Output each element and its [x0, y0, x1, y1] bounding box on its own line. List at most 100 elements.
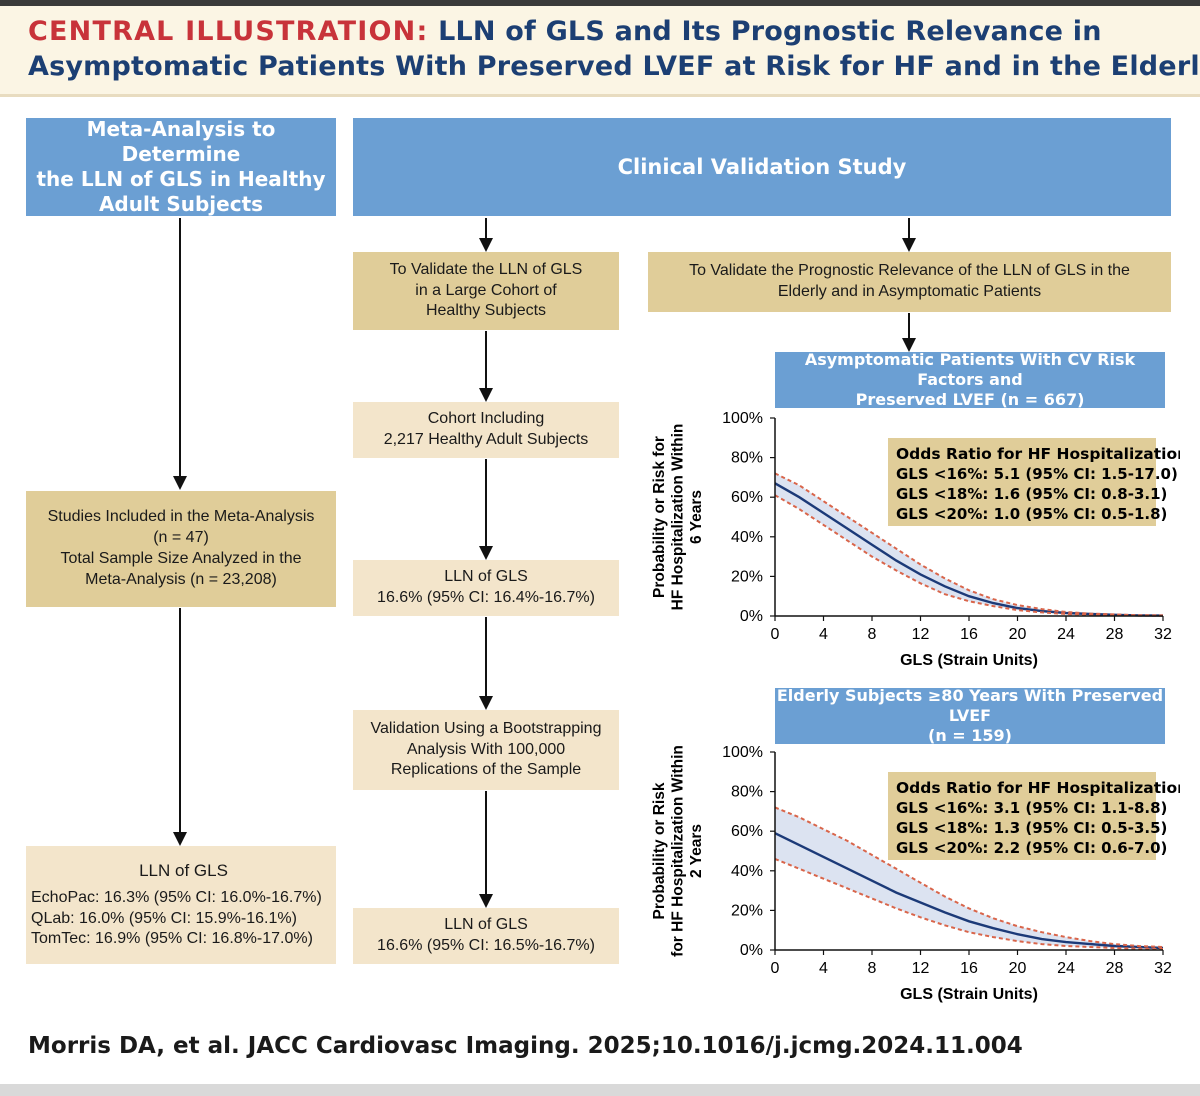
y-axis-label: Probability or Riskfor HF Hospitalizatio… — [651, 745, 705, 957]
title-line-1: CENTRAL ILLUSTRATION: LLN of GLS and Its… — [28, 16, 1102, 47]
x-tick-label: 16 — [960, 960, 978, 977]
y-tick-label: 80% — [731, 450, 763, 467]
prognostic-line: Elderly and in Asymptomatic Patients — [777, 283, 1042, 300]
x-tick-label: 20 — [1009, 960, 1027, 977]
cohort-line: 2,217 Healthy Adult Subjects — [383, 431, 589, 448]
chart2-title-line: (n = 159) — [928, 726, 1012, 745]
x-tick-label: 24 — [1057, 626, 1075, 643]
x-tick-label: 16 — [960, 626, 978, 643]
odds-ratio-box: Odds Ratio for HF Hospitalization GLS <16… — [888, 438, 1180, 526]
cohort-line: Cohort Including — [427, 410, 545, 428]
y-axis-label: Probability or Risk forHF Hospitalizatio… — [651, 424, 705, 611]
bootstrap-line: Replications of the Sample — [390, 761, 582, 779]
prognostic-line: To Validate the Prognostic Relevance of … — [689, 262, 1130, 280]
y-tick-label: 0% — [740, 942, 763, 959]
y-axis-label-line: Probability or Risk for — [651, 436, 668, 598]
odds-ratio-row: GLS <16%: 5.1 (95% CI: 1.5-17.0) — [896, 465, 1178, 483]
meta-title-line: the LLN of GLS in Healthy — [36, 167, 326, 191]
x-tick-label: 28 — [1106, 960, 1124, 977]
chart1-title-box: Asymptomatic Patients With CV Risk Facto… — [775, 350, 1165, 409]
risk-curve — [774, 832, 1164, 950]
odds-ratio-row: GLS <20%: 2.2 (95% CI: 0.6-7.0) — [896, 839, 1167, 857]
chart-asymptomatic: 0 4 8 12 16 20 24 28 32 0% 20% 40% 60% 80% 100% GLS (St… — [651, 410, 1180, 669]
chart1-title-line: Asymptomatic Patients With CV Risk Facto… — [804, 350, 1136, 389]
odds-ratio-bg — [888, 772, 1156, 860]
odds-ratio-title: Odds Ratio for HF Hospitalization — [896, 445, 1180, 463]
top-edge-strip — [0, 0, 1200, 6]
chart1-title-line: Preserved LVEF (n = 667) — [855, 390, 1085, 409]
meta-analysis-header-box: Meta-Analysis to Determine the LLN of GL… — [26, 117, 336, 216]
y-axis-label-line: HF Hospitalization Within — [670, 424, 687, 611]
lln-result-title: LLN of GLS — [444, 916, 528, 934]
odds-ratio-row: GLS <18%: 1.3 (95% CI: 0.5-3.5) — [896, 819, 1167, 837]
upper-ci-line — [774, 472, 1164, 617]
y-axis-label-line: for HF Hospitalization Within — [670, 745, 687, 957]
arrow-head — [173, 476, 187, 490]
meta-title-line: Adult Subjects — [98, 192, 264, 216]
bootstrap-line: Analysis With 100,000 — [406, 740, 566, 758]
arrow-head — [902, 338, 916, 352]
arrow-head — [479, 546, 493, 560]
upper-ci-line — [774, 806, 1164, 948]
x-tick-label: 32 — [1154, 960, 1172, 977]
title-text-1: LLN of GLS and Its Prognostic Relevance … — [438, 16, 1102, 47]
x-tick-label: 8 — [868, 626, 877, 643]
odds-ratio-title: Odds Ratio for HF Hospitalization — [896, 779, 1180, 797]
x-axis-label: GLS (Strain Units) — [900, 652, 1038, 669]
y-tick-label: 40% — [731, 529, 763, 546]
arrow-head — [479, 894, 493, 908]
studies-included-box: Studies Included in the Meta-Analysis (n… — [26, 491, 336, 607]
x-tick-label: 24 — [1057, 960, 1075, 977]
odds-ratio-row: GLS <20%: 1.0 (95% CI: 0.5-1.8) — [896, 505, 1167, 523]
meta-lln-tomtec: TomTec: 16.9% (95% CI: 16.8%-17.0%) — [31, 930, 313, 948]
lower-ci-line — [774, 857, 1164, 950]
y-tick-label: 60% — [731, 489, 763, 506]
arrow-head — [479, 696, 493, 710]
y-tick-label: 20% — [731, 902, 763, 919]
lln-result-title: LLN of GLS — [444, 568, 528, 586]
arrow-head — [173, 832, 187, 846]
validate-lln-line: Healthy Subjects — [425, 302, 547, 320]
odds-ratio-bg — [888, 438, 1156, 526]
x-tick-label: 20 — [1009, 626, 1027, 643]
odds-ratio-row: GLS <18%: 1.6 (95% CI: 0.8-3.1) — [896, 485, 1167, 503]
x-tick-label: 28 — [1106, 626, 1124, 643]
y-tick-label: 20% — [731, 568, 763, 585]
prognostic-box: To Validate the Prognostic Relevance of … — [648, 252, 1171, 312]
meta-lln-echopac: EchoPac: 16.3% (95% CI: 16.0%-16.7%) — [31, 888, 322, 906]
illustration-header: CENTRAL ILLUSTRATION: LLN of GLS and Its… — [0, 6, 1200, 97]
x-tick-label: 4 — [819, 626, 828, 643]
meta-lln-result-box: LLN of GLS EchoPac: 16.3% (95% CI: 16.0%… — [26, 846, 336, 964]
y-tick-label: 80% — [731, 784, 763, 801]
x-tick-label: 12 — [912, 960, 930, 977]
lln-result-value: 16.6% (95% CI: 16.5%-16.7%) — [377, 937, 595, 954]
meta-title-line: Meta-Analysis to Determine — [86, 117, 276, 166]
x-tick-label: 12 — [912, 626, 930, 643]
validate-lln-line: To Validate the LLN of GLS — [389, 260, 583, 278]
lower-ci-line — [774, 494, 1164, 617]
central-illustration-tag: CENTRAL ILLUSTRATION: — [28, 16, 429, 47]
studies-line: (n = 47) — [153, 529, 209, 547]
bootstrap-box: Validation Using a Bootstrapping Analysi… — [353, 710, 619, 790]
meta-lln-qlab: QLab: 16.0% (95% CI: 15.9%-16.1%) — [31, 909, 297, 927]
lln-result-box-2: LLN of GLS 16.6% (95% CI: 16.5%-16.7%) — [353, 908, 619, 964]
y-tick-label: 40% — [731, 863, 763, 880]
lln-result-value: 16.6% (95% CI: 16.4%-16.7%) — [377, 589, 595, 606]
bootstrap-line: Validation Using a Bootstrapping — [370, 719, 602, 737]
y-tick-label: 100% — [722, 744, 763, 761]
chart2-title-box: Elderly Subjects ≥80 Years With Preserve… — [775, 686, 1165, 745]
validate-lln-box: To Validate the LLN of GLS in a Large Co… — [353, 252, 619, 330]
y-axis-label-line: Probability or Risk — [651, 782, 668, 919]
arrow-head — [902, 238, 916, 252]
studies-line: Total Sample Size Analyzed in the — [60, 550, 302, 567]
odds-ratio-box: Odds Ratio for HF Hospitalization GLS <16… — [888, 772, 1180, 860]
x-tick-label: 8 — [868, 960, 877, 977]
studies-line: Studies Included in the Meta-Analysis — [47, 508, 315, 526]
clinical-validation-header: Clinical Validation Study — [353, 118, 1171, 216]
y-tick-label: 0% — [740, 608, 763, 625]
y-axis-label-line: 2 Years — [688, 824, 705, 878]
x-tick-label: 0 — [771, 960, 780, 977]
y-tick-label: 100% — [722, 410, 763, 427]
arrow-head — [479, 388, 493, 402]
